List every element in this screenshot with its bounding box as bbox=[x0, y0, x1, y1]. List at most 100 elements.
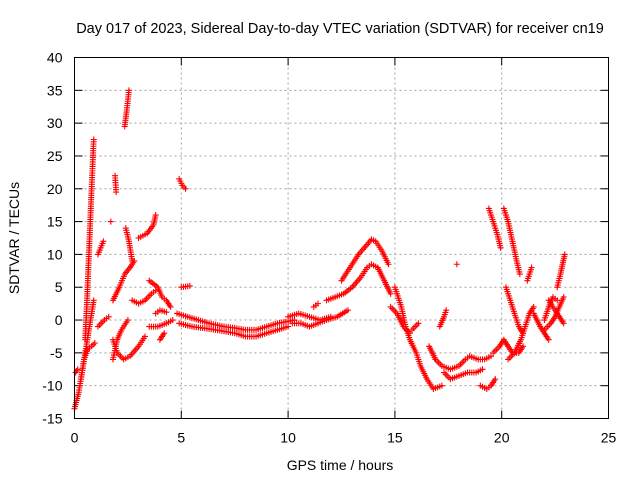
data-point-marker bbox=[516, 271, 523, 278]
data-point-marker bbox=[415, 320, 422, 327]
y-tick-label: 0 bbox=[55, 312, 63, 328]
data-point-marker bbox=[285, 323, 292, 330]
data-point-marker bbox=[528, 264, 535, 271]
data-point-marker bbox=[161, 330, 168, 337]
y-tick-label: 25 bbox=[47, 148, 63, 164]
data-track-track-17 bbox=[152, 307, 170, 317]
data-track-track-08 bbox=[112, 172, 120, 196]
data-point-marker bbox=[453, 261, 460, 268]
data-point-marker bbox=[105, 313, 112, 320]
y-tick-label: 10 bbox=[47, 246, 63, 262]
data-point-marker bbox=[438, 382, 445, 389]
data-point-marker bbox=[186, 282, 193, 289]
data-track-track-37 bbox=[485, 205, 504, 251]
data-track-track-39 bbox=[500, 205, 523, 278]
data-track-track-02 bbox=[77, 340, 98, 383]
data-point-marker bbox=[545, 336, 552, 343]
data-track-track-47 bbox=[554, 251, 568, 291]
data-points bbox=[71, 87, 568, 412]
data-point-marker bbox=[497, 244, 504, 251]
data-track-track-27 bbox=[323, 261, 394, 304]
data-point-marker bbox=[124, 317, 131, 324]
data-point-marker bbox=[554, 297, 561, 304]
data-point-marker bbox=[125, 87, 132, 94]
data-point-marker bbox=[560, 320, 567, 327]
data-track-track-07 bbox=[107, 218, 114, 225]
plot-frame bbox=[74, 57, 609, 419]
data-track-track-31 bbox=[408, 320, 422, 333]
data-point-marker bbox=[74, 366, 81, 373]
data-point-marker bbox=[560, 294, 567, 301]
y-tick-label: -10 bbox=[42, 378, 62, 394]
data-track-track-04 bbox=[82, 136, 97, 343]
data-track-track-26 bbox=[310, 300, 322, 310]
data-track-track-03 bbox=[72, 366, 81, 376]
data-point-marker bbox=[113, 189, 120, 196]
data-point-marker bbox=[387, 290, 394, 297]
x-tick-label: 5 bbox=[177, 430, 185, 446]
chart-title: Day 017 of 2023, Sidereal Day-to-day VTE… bbox=[76, 21, 604, 37]
data-point-marker bbox=[385, 261, 392, 268]
data-point-marker bbox=[520, 343, 527, 350]
x-tick-label: 20 bbox=[494, 430, 510, 446]
data-track-track-28 bbox=[338, 236, 392, 284]
data-point-marker bbox=[100, 238, 107, 245]
data-track-track-25 bbox=[289, 307, 351, 330]
data-point-marker bbox=[167, 303, 174, 310]
data-track-track-36 bbox=[477, 376, 499, 392]
data-track-track-05 bbox=[94, 238, 107, 258]
data-track-track-30 bbox=[387, 303, 413, 337]
grid-lines bbox=[74, 57, 609, 419]
data-track-track-23 bbox=[176, 320, 292, 340]
data-track-track-34 bbox=[436, 307, 450, 330]
data-point-marker bbox=[141, 333, 148, 340]
data-track-track-10 bbox=[109, 257, 138, 304]
data-track-track-14 bbox=[129, 287, 159, 307]
data-track-track-33 bbox=[441, 366, 486, 383]
data-point-marker bbox=[90, 297, 97, 304]
y-axis-label: SDTVAR / TECUs bbox=[6, 182, 22, 294]
data-track-track-16 bbox=[146, 277, 174, 310]
data-point-marker bbox=[443, 307, 450, 314]
data-track-track-41 bbox=[505, 303, 537, 363]
data-point-marker bbox=[90, 136, 97, 143]
axis-ticks bbox=[74, 57, 609, 419]
data-track-track-13 bbox=[109, 317, 131, 363]
data-track-track-18 bbox=[146, 317, 176, 330]
y-tick-label: 5 bbox=[55, 279, 63, 295]
data-track-track-11 bbox=[122, 225, 136, 264]
data-track-track-19 bbox=[156, 330, 168, 343]
data-track-track-21 bbox=[178, 282, 193, 291]
data-point-marker bbox=[492, 376, 499, 383]
data-track-track-46 bbox=[545, 297, 567, 327]
data-point-marker bbox=[163, 309, 170, 316]
data-point-marker bbox=[406, 330, 413, 337]
x-tick-label: 15 bbox=[387, 430, 403, 446]
y-tick-label: 15 bbox=[47, 214, 63, 230]
x-tick-label: 10 bbox=[280, 430, 296, 446]
x-tick-label: 25 bbox=[601, 430, 617, 446]
data-point-marker bbox=[561, 251, 568, 258]
data-point-marker bbox=[169, 317, 176, 324]
data-point-marker bbox=[488, 353, 495, 360]
x-axis-label: GPS time / hours bbox=[287, 457, 394, 473]
data-point-marker bbox=[129, 257, 136, 264]
data-track-track-20 bbox=[176, 175, 189, 192]
data-point-marker bbox=[152, 212, 159, 219]
data-track-track-44 bbox=[541, 294, 561, 324]
data-track-track-15 bbox=[135, 212, 159, 241]
data-track-track-01 bbox=[71, 297, 97, 412]
data-point-marker bbox=[182, 185, 189, 192]
data-point-marker bbox=[530, 303, 537, 310]
y-tick-label: 20 bbox=[47, 181, 63, 197]
data-track-track-09 bbox=[121, 87, 132, 130]
data-point-marker bbox=[344, 307, 351, 314]
data-point-marker bbox=[315, 300, 322, 307]
x-tick-label: 0 bbox=[71, 430, 79, 446]
data-track-track-32 bbox=[426, 343, 495, 373]
data-track-track-42 bbox=[524, 264, 535, 284]
y-tick-label: -15 bbox=[42, 411, 62, 427]
y-tick-label: -5 bbox=[50, 345, 63, 361]
tick-labels: 0 5 10 15 20 25 -15 -10 -5 0 5 10 15 20 25 30 35 40 bbox=[42, 50, 616, 446]
